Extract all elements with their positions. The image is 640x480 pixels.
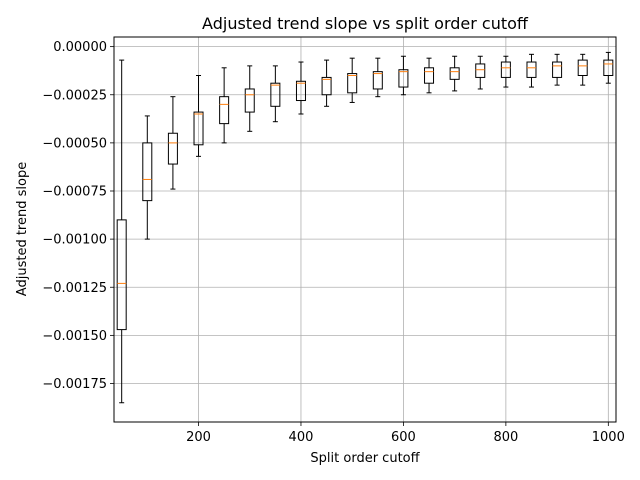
box-item (526, 53, 537, 88)
grid-lines (114, 37, 616, 422)
iqr-box (603, 59, 614, 76)
x-axis-ticks: 200 400 600 800 1000 (186, 422, 625, 445)
iqr-box (193, 111, 204, 146)
iqr-box (321, 76, 332, 96)
iqr-box (552, 61, 563, 78)
iqr-box (167, 132, 178, 165)
box-series (116, 51, 614, 404)
box-item (475, 55, 486, 90)
iqr-box (372, 71, 383, 90)
y-tick-label: −0.00100 (42, 233, 107, 248)
y-tick-label: −0.00025 (42, 88, 107, 103)
box-item (424, 57, 435, 94)
x-tick-label: 400 (289, 430, 314, 445)
y-tick-label: −0.00075 (42, 185, 107, 200)
box-item (295, 61, 306, 115)
iqr-box (526, 61, 537, 78)
x-tick-label: 600 (391, 430, 416, 445)
iqr-box (475, 63, 486, 78)
box-item (372, 57, 383, 98)
y-tick-label: −0.00125 (42, 281, 107, 296)
x-axis-label: Split order cutoff (310, 451, 420, 466)
iqr-box (398, 69, 409, 88)
box-item (270, 65, 281, 123)
box-item (142, 115, 153, 240)
iqr-box (500, 61, 511, 78)
iqr-box (295, 80, 306, 102)
box-item (603, 51, 614, 84)
iqr-box (449, 67, 460, 80)
x-tick-label: 1000 (592, 430, 625, 445)
box-item (116, 59, 127, 404)
box-item (244, 65, 255, 132)
box-item (500, 55, 511, 88)
chart-title: Adjusted trend slope vs split order cuto… (202, 14, 529, 33)
iqr-box (424, 67, 435, 84)
box-item (219, 67, 230, 144)
iqr-box (577, 59, 588, 76)
y-tick-label: −0.00150 (42, 329, 107, 344)
y-axis-label: Adjusted trend slope (15, 162, 30, 296)
box-item (552, 53, 563, 86)
box-item (321, 59, 332, 107)
box-item (193, 75, 204, 157)
iqr-box (142, 142, 153, 202)
y-tick-label: −0.00175 (42, 377, 107, 392)
box-item (577, 53, 588, 86)
box-item (347, 57, 358, 103)
iqr-box (270, 82, 281, 107)
y-tick-label: −0.00050 (42, 136, 107, 151)
x-tick-label: 800 (493, 430, 518, 445)
x-tick-label: 200 (186, 430, 211, 445)
box-item (167, 96, 178, 190)
iqr-box (219, 96, 230, 125)
plot-frame (113, 36, 617, 423)
box-item (398, 55, 409, 96)
box-item (449, 55, 460, 92)
y-tick-label: 0.00000 (53, 40, 107, 55)
iqr-box (347, 73, 358, 94)
y-axis-ticks: 0.00000 −0.00025 −0.00050 −0.00075 −0.00100 −… (42, 40, 114, 392)
iqr-box (116, 219, 127, 331)
iqr-box (244, 88, 255, 113)
